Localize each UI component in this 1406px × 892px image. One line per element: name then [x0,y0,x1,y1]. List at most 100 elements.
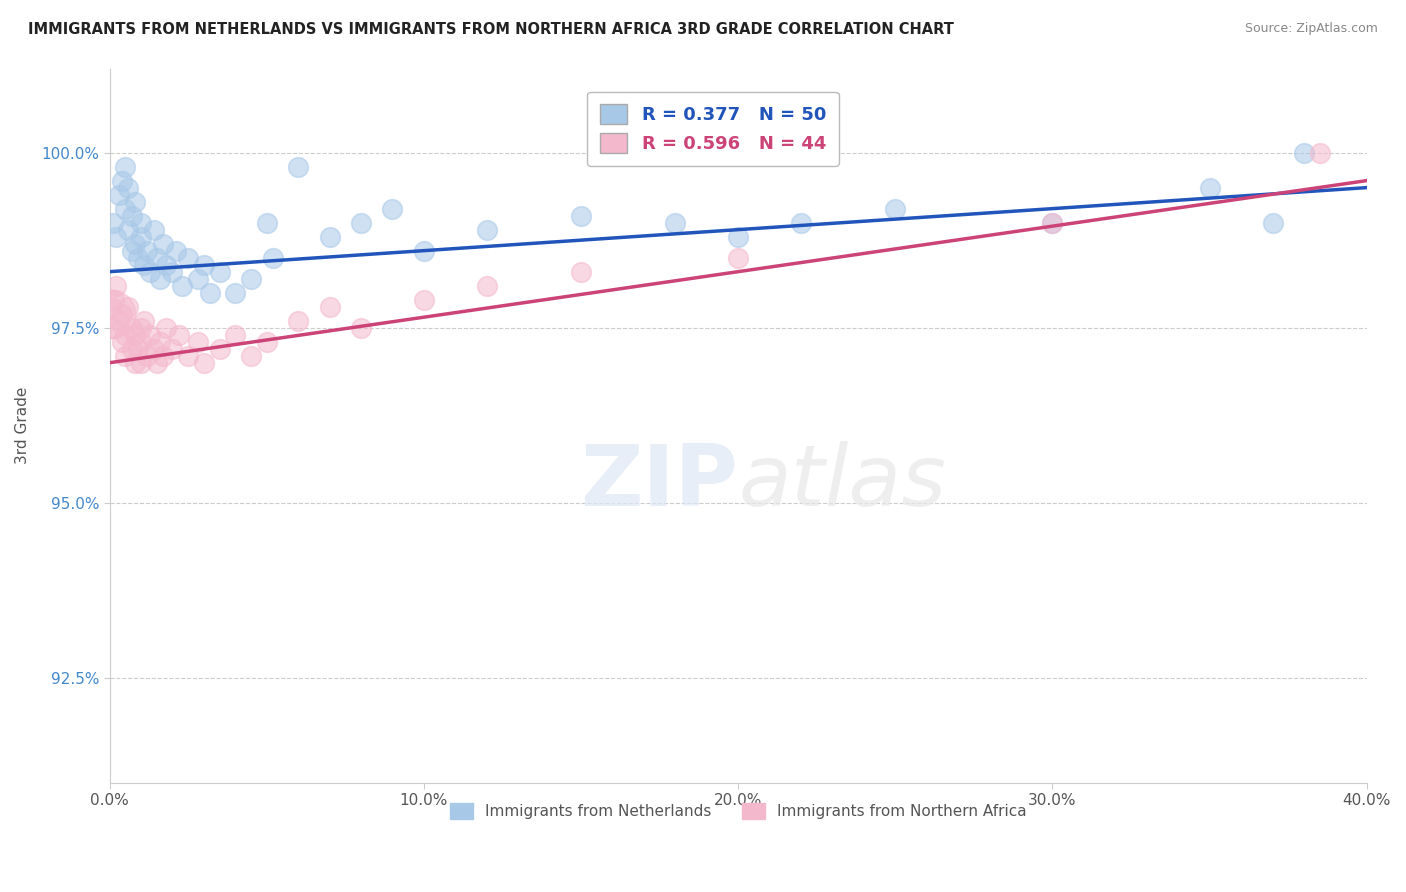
Point [350,216,373,230]
Point [127,342,149,356]
Point [186,334,208,349]
Point [108,314,131,328]
Point [136,349,159,363]
Point [177,251,200,265]
Point [129,216,152,230]
Point [136,244,159,258]
Point [108,187,131,202]
Point [111,334,134,349]
Point [884,202,907,216]
Point [121,244,143,258]
Point [287,160,309,174]
Point [142,222,165,236]
Point [208,265,231,279]
Point [256,216,278,230]
Point [124,327,146,342]
Legend: Immigrants from Netherlands, Immigrants from Northern Africa: Immigrants from Netherlands, Immigrants … [444,797,1032,825]
Point [124,356,146,370]
Point [152,236,174,251]
Point [155,258,177,272]
Point [129,334,152,349]
Text: IMMIGRANTS FROM NETHERLANDS VS IMMIGRANTS FROM NORTHERN AFRICA 3RD GRADE CORRELA: IMMIGRANTS FROM NETHERLANDS VS IMMIGRANT… [28,22,955,37]
Point [139,265,162,279]
Point [727,229,749,244]
Point [129,229,152,244]
Point [318,229,340,244]
Point [117,180,139,194]
Point [224,327,246,342]
Point [167,327,190,342]
Point [350,320,373,334]
Point [139,327,162,342]
Point [318,300,340,314]
Point [101,216,124,230]
Point [569,209,592,223]
Point [132,258,155,272]
Point [124,236,146,251]
Point [1292,145,1315,160]
Point [569,265,592,279]
Point [121,320,143,334]
Point [664,216,686,230]
Point [475,222,498,236]
Point [727,251,749,265]
Point [104,278,127,293]
Point [114,202,136,216]
Point [381,202,404,216]
Point [1042,216,1064,230]
Point [111,173,134,187]
Point [129,320,152,334]
Point [114,160,136,174]
Point [127,251,149,265]
Point [1198,180,1220,194]
Point [129,356,152,370]
Point [117,300,139,314]
Point [100,300,122,314]
Text: Source: ZipAtlas.com: Source: ZipAtlas.com [1244,22,1378,36]
Point [149,334,172,349]
Point [121,209,143,223]
Point [193,258,215,272]
Point [412,293,434,307]
Point [145,251,167,265]
Point [177,349,200,363]
Point [287,314,309,328]
Point [152,349,174,363]
Point [145,356,167,370]
Point [790,216,813,230]
Point [124,194,146,209]
Point [193,356,215,370]
Point [198,285,221,300]
Point [162,342,184,356]
Text: ZIP: ZIP [581,442,738,524]
Point [162,265,184,279]
Point [114,349,136,363]
Point [475,278,498,293]
Point [114,327,136,342]
Point [256,334,278,349]
Point [1261,216,1284,230]
Point [165,244,187,258]
Point [208,342,231,356]
Point [412,244,434,258]
Point [103,293,125,307]
Text: atlas: atlas [738,442,946,524]
Point [170,278,193,293]
Point [240,349,263,363]
Point [155,320,177,334]
Point [117,222,139,236]
Point [149,271,172,285]
Point [111,307,134,321]
Point [100,307,122,321]
Point [1309,145,1331,160]
Point [132,314,155,328]
Point [104,229,127,244]
Point [262,251,284,265]
Point [121,342,143,356]
Point [240,271,263,285]
Point [142,342,165,356]
Point [101,320,124,334]
Y-axis label: 3rd Grade: 3rd Grade [15,387,30,465]
Point [1042,216,1064,230]
Point [186,271,208,285]
